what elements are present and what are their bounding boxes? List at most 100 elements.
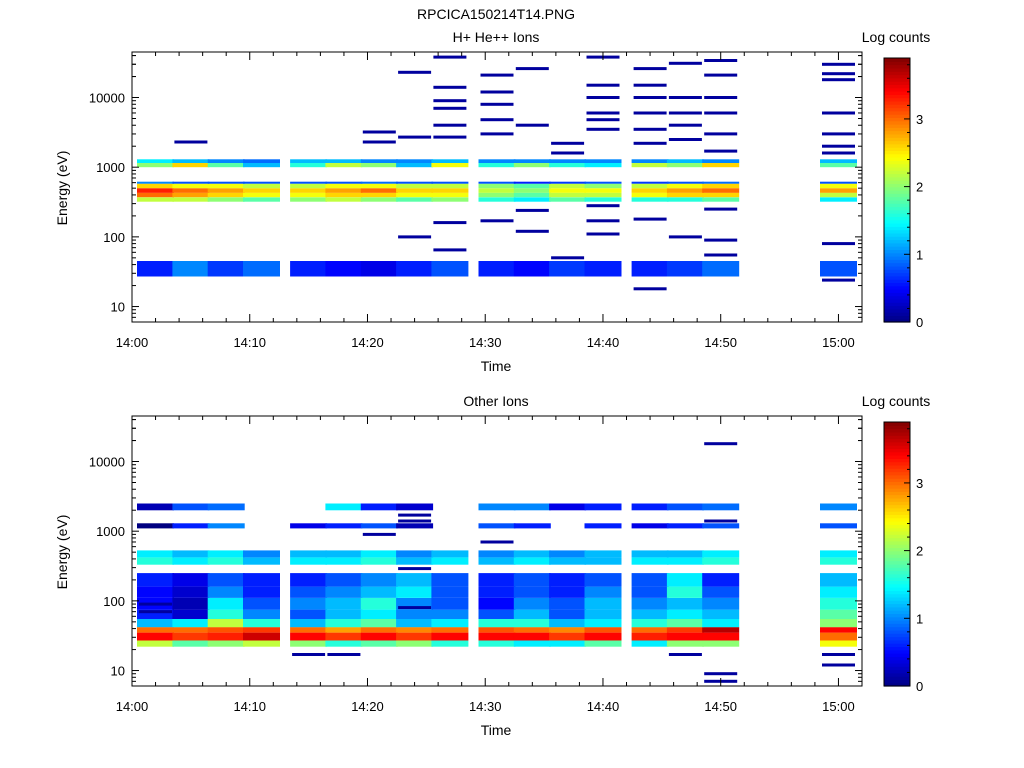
heatmap-cell	[360, 163, 398, 168]
heatmap-cell	[666, 627, 704, 633]
heatmap-streak	[633, 67, 667, 71]
heatmap-cell	[584, 163, 622, 168]
heatmap-streak	[174, 140, 208, 144]
heatmap-cell	[172, 598, 210, 610]
colorbar-segment	[884, 183, 910, 188]
x-tick-label: 14:50	[704, 335, 737, 350]
heatmap-cell	[396, 586, 434, 598]
heatmap-cell	[702, 557, 740, 565]
heatmap-cell	[584, 192, 622, 198]
heatmap-streak	[668, 123, 702, 127]
colorbar-segment	[884, 124, 910, 128]
heatmap-cell	[137, 197, 174, 202]
colorbar-tick-label: 0	[916, 679, 923, 694]
heatmap-cell	[207, 163, 245, 168]
heatmap-cell	[820, 640, 857, 647]
heatmap-cell	[666, 163, 704, 168]
colorbar-segment	[884, 252, 910, 257]
heatmap-cell	[243, 640, 280, 647]
colorbar-segment	[884, 58, 910, 62]
heatmap-cell	[431, 632, 469, 641]
heatmap-cell	[702, 598, 740, 610]
heatmap-cell	[290, 523, 328, 529]
heatmap-cell	[325, 586, 363, 598]
heatmap-cell	[325, 573, 363, 587]
heatmap-streak	[362, 532, 396, 536]
colorbar-segment	[884, 527, 910, 532]
heatmap-cell	[396, 503, 434, 511]
heatmap-cell	[360, 598, 398, 610]
heatmap-cell	[325, 557, 363, 565]
colorbar-segment	[884, 110, 910, 115]
y-tick-label: 100	[103, 230, 125, 245]
heatmap-cell	[137, 188, 174, 193]
heatmap-streak	[822, 653, 855, 656]
heatmap-cell	[360, 586, 398, 598]
heatmap-cell	[325, 183, 363, 189]
heatmap-cell	[360, 197, 398, 202]
heatmap-cell	[290, 197, 328, 202]
heatmap-cell	[584, 523, 622, 529]
heatmap-streak	[633, 111, 667, 115]
heatmap-streak	[480, 118, 514, 122]
heatmap-cell	[137, 181, 174, 184]
colorbar-segment	[884, 491, 910, 496]
heatmap-cell	[243, 183, 280, 189]
heatmap-cell	[325, 627, 363, 633]
heatmap-cell	[513, 503, 551, 511]
y-tick-label: 1000	[96, 160, 125, 175]
heatmap-cell	[243, 159, 280, 163]
heatmap-cell	[666, 619, 704, 628]
heatmap-cell	[207, 627, 245, 633]
colorbar-segment	[884, 445, 910, 449]
heatmap-streak	[139, 602, 172, 606]
heatmap-cell	[172, 188, 210, 193]
heatmap-cell	[820, 183, 857, 189]
heatmap-cell	[702, 159, 740, 163]
colorbar-segment	[884, 308, 910, 313]
heatmap-cells-h-he	[137, 55, 857, 291]
colorbar-segment	[884, 557, 910, 562]
heatmap-cell	[243, 598, 280, 610]
colorbar-segment	[884, 580, 910, 585]
heatmap-cell	[631, 557, 669, 565]
heatmap-cell	[584, 609, 622, 619]
colorbar-segment	[884, 127, 910, 132]
heatmap-cell	[207, 159, 245, 163]
heatmap-cell	[631, 163, 669, 168]
heatmap-cell	[243, 632, 280, 641]
heatmap-cell	[478, 586, 516, 598]
colorbar-segment	[884, 153, 910, 158]
heatmap-cell	[584, 550, 622, 558]
colorbar-segment	[884, 206, 910, 211]
heatmap-cell	[631, 598, 669, 610]
colorbar-segment	[884, 318, 910, 323]
heatmap-cell	[584, 598, 622, 610]
colorbar-segment	[884, 275, 910, 280]
colorbar-tick-label: 1	[916, 611, 923, 626]
heatmap-cell	[290, 632, 328, 641]
heatmap-cell	[631, 159, 669, 163]
colorbar-segment	[884, 550, 910, 555]
heatmap-cell	[137, 523, 174, 529]
colorbar-segment	[884, 279, 910, 283]
x-axis-label-other: Time	[481, 722, 512, 738]
heatmap-cell	[431, 183, 469, 189]
heatmap-cell	[478, 503, 516, 511]
colorbar-segment	[884, 471, 910, 476]
heatmap-cell	[207, 181, 245, 184]
heatmap-cell	[172, 627, 210, 633]
heatmap-cell	[207, 503, 245, 511]
colorbar-segment	[884, 91, 910, 95]
colorbar-segment	[884, 451, 910, 456]
heatmap-streak	[433, 106, 467, 110]
heatmap-cell	[290, 550, 328, 558]
heatmap-streak	[398, 513, 432, 517]
colorbar-segment	[884, 305, 910, 310]
colorbar-segment	[884, 130, 910, 135]
heatmap-cell	[172, 183, 210, 189]
heatmap-cell	[631, 261, 669, 277]
heatmap-streak	[327, 653, 361, 656]
heatmap-cell	[137, 503, 174, 511]
